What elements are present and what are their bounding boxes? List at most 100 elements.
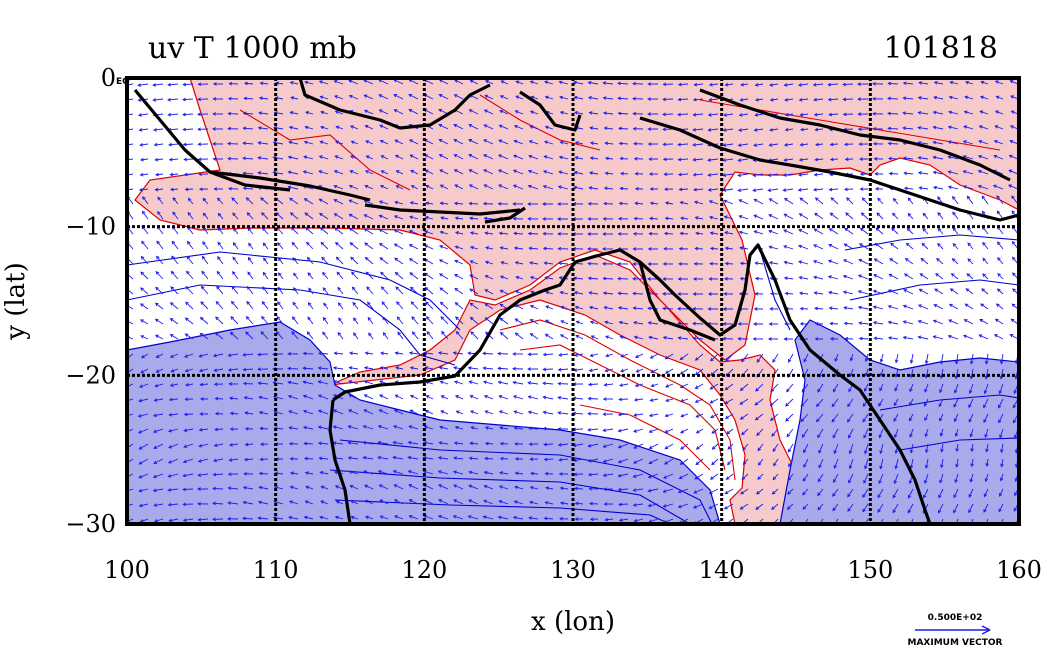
wind-vector [692, 172, 704, 177]
wind-vector [362, 425, 374, 430]
wind-vector [438, 94, 449, 100]
wind-vector [291, 331, 299, 340]
wind-vector [348, 380, 359, 385]
wind-vector [410, 169, 419, 175]
wind-vector [693, 488, 704, 494]
wind-vector [231, 285, 239, 295]
wind-vector [864, 353, 869, 363]
wind-vector [439, 380, 449, 385]
wind-vector [245, 315, 254, 325]
wind-vector [382, 316, 389, 325]
wind-vector [484, 80, 494, 85]
wind-vector [307, 302, 314, 310]
wind-vector [394, 271, 404, 280]
wind-vector [857, 305, 869, 310]
wind-vector [602, 276, 614, 281]
wind-vector [894, 383, 899, 392]
wind-vector [352, 301, 359, 310]
wind-vector [392, 425, 404, 430]
wind-vector [587, 247, 599, 251]
x-tick-label: 120 [401, 556, 447, 584]
wind-vector [985, 458, 989, 467]
wind-vector [648, 335, 659, 340]
wind-vector [482, 351, 494, 356]
wind-vector [514, 442, 524, 446]
wind-vector [737, 143, 749, 147]
wind-vector [438, 484, 449, 490]
wind-vector [381, 301, 389, 310]
wind-vector [542, 246, 554, 251]
wind-vector [933, 95, 944, 100]
wind-vector [602, 217, 614, 221]
wind-vector [814, 127, 824, 132]
wind-vector [831, 398, 839, 408]
wind-vector [186, 255, 194, 265]
wind-vector [857, 127, 869, 131]
wind-vector [198, 443, 209, 448]
date-label: 101818 [883, 31, 998, 66]
wind-vector [847, 398, 854, 408]
wind-vector [588, 305, 599, 310]
wind-vector [708, 277, 719, 281]
wind-vector [186, 240, 194, 250]
wind-vector [483, 394, 494, 400]
wind-vector [543, 155, 554, 160]
wind-vector [263, 257, 269, 265]
wind-vector [198, 187, 209, 192]
wind-vector [212, 142, 224, 146]
wind-vector [917, 304, 929, 310]
wind-vector [302, 380, 314, 385]
wind-vector [469, 302, 479, 310]
coastline-gulf [638, 261, 716, 342]
wind-vector [318, 80, 329, 85]
wind-vector [468, 499, 479, 505]
wind-vector [999, 368, 1004, 380]
wind-vector [662, 262, 674, 266]
wind-vector [787, 488, 794, 495]
wind-vector [892, 197, 899, 205]
wind-vector [262, 271, 269, 280]
wind-vector [967, 242, 974, 250]
wind-vector [662, 306, 674, 311]
wind-vector [242, 126, 254, 131]
wind-vector [848, 473, 854, 484]
wind-vector [198, 172, 209, 177]
wind-vector [754, 97, 764, 102]
wind-vector [380, 170, 389, 175]
wind-vector [468, 109, 479, 115]
wind-vector [648, 443, 659, 449]
wind-vector [454, 216, 464, 221]
wind-vector [217, 256, 224, 265]
wind-vector [813, 172, 824, 177]
wind-vector [827, 82, 839, 87]
wind-vector [483, 154, 494, 160]
wind-vector [647, 488, 659, 493]
wind-vector [798, 275, 809, 280]
wind-vector [258, 410, 269, 415]
wind-vector [498, 485, 509, 490]
wind-vector [322, 287, 329, 295]
wind-vector [439, 230, 449, 235]
wind-vector [542, 202, 554, 206]
vector-key: 0.500E+02 MAXIMUM VECTOR [907, 613, 1002, 648]
wind-vector [633, 335, 644, 340]
wind-vector [633, 428, 644, 433]
wind-vector [229, 396, 239, 401]
wind-vector [829, 212, 839, 220]
wind-vector [393, 499, 404, 505]
wind-vector [543, 442, 554, 447]
wind-vector [662, 488, 674, 493]
wind-vector [768, 261, 779, 265]
wind-vector [545, 305, 554, 310]
wind-vector [962, 334, 974, 340]
wind-vector [544, 140, 554, 145]
wind-vector [932, 110, 944, 115]
wind-vector [557, 427, 569, 431]
wind-vector [184, 368, 194, 373]
wind-vector [367, 301, 374, 310]
wind-vector [140, 271, 149, 280]
coastlines [133, 78, 1019, 524]
wind-vector [170, 270, 179, 280]
wind-vector [439, 301, 449, 310]
wind-vector [887, 126, 899, 131]
